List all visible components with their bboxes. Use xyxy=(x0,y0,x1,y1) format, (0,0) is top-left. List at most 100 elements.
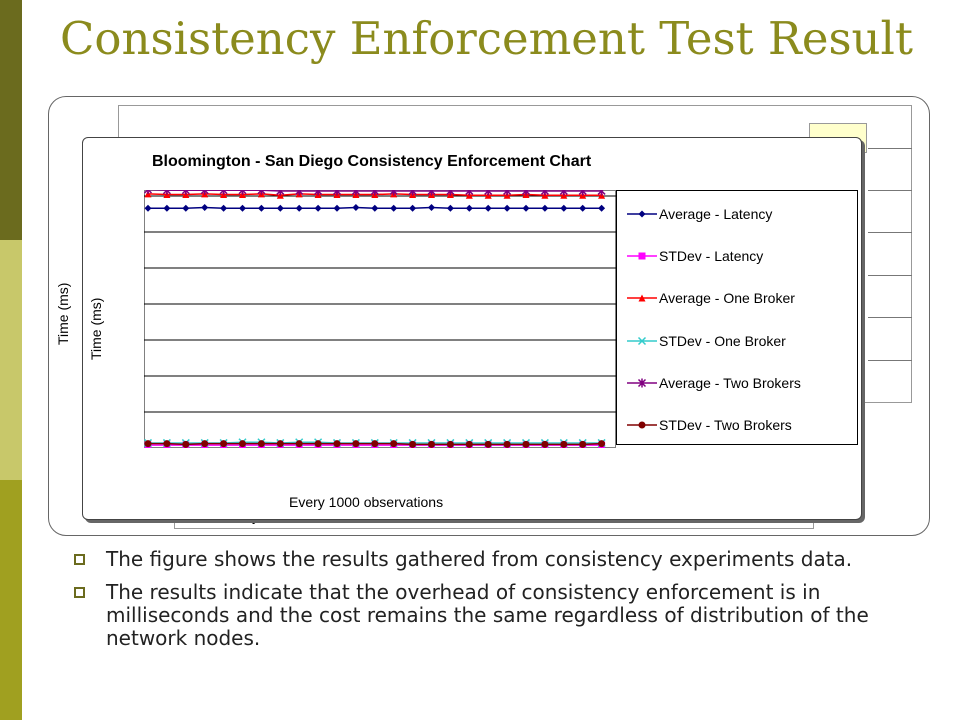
figure-frame xyxy=(48,96,930,536)
data-point xyxy=(144,204,152,212)
data-point xyxy=(446,204,454,212)
data-point xyxy=(465,204,473,212)
background-legend-line xyxy=(868,360,912,361)
legend-label: STDev - One Broker xyxy=(659,332,786,349)
plot-border xyxy=(144,190,616,448)
data-point xyxy=(484,440,492,448)
background-legend-line xyxy=(868,232,912,233)
data-point xyxy=(332,190,342,196)
data-point xyxy=(560,440,568,448)
data-point xyxy=(295,204,303,212)
data-point xyxy=(314,204,322,212)
square-bullet-icon xyxy=(74,554,85,565)
data-point xyxy=(540,190,549,196)
data-point xyxy=(351,190,360,196)
legend-label: Average - One Broker xyxy=(659,290,795,307)
data-point xyxy=(390,440,398,448)
data-point xyxy=(200,190,209,195)
data-point xyxy=(333,204,341,212)
background-legend-line xyxy=(868,148,912,149)
data-point xyxy=(257,204,265,212)
data-point xyxy=(427,190,436,196)
legend-item: STDev - One Broker xyxy=(627,331,786,351)
data-point xyxy=(503,190,512,196)
data-point xyxy=(465,440,473,448)
data-point xyxy=(162,190,171,195)
chart-title: Bloomington - San Diego Consistency Enfo… xyxy=(152,153,592,170)
data-point xyxy=(522,204,530,212)
background-legend-line xyxy=(868,317,912,318)
legend-label: Average - Latency xyxy=(659,206,773,222)
data-point xyxy=(559,190,568,196)
legend-item: Average - One Broker xyxy=(627,288,795,308)
bullet-item: The results indicate that the overhead o… xyxy=(72,581,912,650)
data-point xyxy=(220,440,228,448)
data-point xyxy=(484,190,493,196)
data-point xyxy=(257,440,265,448)
data-point xyxy=(579,440,587,448)
data-point xyxy=(521,190,531,196)
data-point xyxy=(638,294,646,302)
data-point xyxy=(484,204,492,212)
data-point xyxy=(446,440,454,448)
legend-item: Average - Latency xyxy=(627,204,772,224)
data-point xyxy=(219,190,228,195)
side-strip-bottom xyxy=(0,480,22,720)
data-point xyxy=(201,440,209,448)
data-point xyxy=(598,440,606,448)
data-point xyxy=(371,440,379,448)
data-point xyxy=(598,204,606,212)
data-point xyxy=(389,190,398,196)
data-point xyxy=(276,204,284,212)
data-point xyxy=(637,378,647,388)
legend-swatch-icon xyxy=(627,252,657,260)
data-point xyxy=(182,204,190,212)
side-strip-middle xyxy=(0,240,22,480)
data-point xyxy=(370,190,379,196)
data-point xyxy=(541,440,549,448)
data-point xyxy=(163,440,171,448)
data-point xyxy=(428,440,435,448)
data-point xyxy=(257,190,266,195)
legend-item: STDev - Two Brokers xyxy=(627,415,792,435)
data-point xyxy=(409,204,417,212)
chart-legend: Average - Latency STDev - Latency Average … xyxy=(616,190,858,445)
bullet-item: The figure shows the results gathered fr… xyxy=(72,548,912,571)
data-point xyxy=(579,204,587,212)
legend-swatch-icon xyxy=(627,294,657,302)
data-point xyxy=(371,204,379,212)
legend-label: STDev - Latency xyxy=(659,248,764,265)
data-point xyxy=(238,190,247,195)
data-point xyxy=(333,440,341,448)
data-point xyxy=(522,440,530,448)
data-point xyxy=(181,190,190,195)
data-point xyxy=(578,190,587,196)
data-point xyxy=(239,440,246,448)
data-point xyxy=(182,440,190,448)
legend-swatch-icon xyxy=(627,210,657,218)
data-point xyxy=(597,190,606,196)
data-point xyxy=(541,204,549,212)
data-point xyxy=(295,440,303,448)
data-point xyxy=(503,204,511,212)
legend-label: Average - Two Brokers xyxy=(659,374,801,391)
data-point xyxy=(390,204,398,212)
data-point xyxy=(220,204,228,212)
data-point xyxy=(638,252,646,260)
data-point xyxy=(314,440,322,448)
data-point xyxy=(239,204,246,212)
data-point xyxy=(276,440,284,448)
bullet-text: The results indicate that the overhead o… xyxy=(106,580,869,650)
data-point xyxy=(638,421,646,429)
legend-item: Average - Two Brokers xyxy=(627,373,801,393)
data-point xyxy=(409,440,417,448)
legend-item: STDev - Latency xyxy=(627,246,763,266)
legend-swatch-icon xyxy=(627,421,657,429)
data-point xyxy=(163,204,171,212)
slide-title: Consistency Enforcement Test Result xyxy=(60,12,914,65)
data-point xyxy=(465,190,474,196)
side-strip-top xyxy=(0,0,22,240)
data-point xyxy=(408,190,417,196)
data-point xyxy=(276,190,285,196)
legend-swatch-icon xyxy=(627,378,657,388)
